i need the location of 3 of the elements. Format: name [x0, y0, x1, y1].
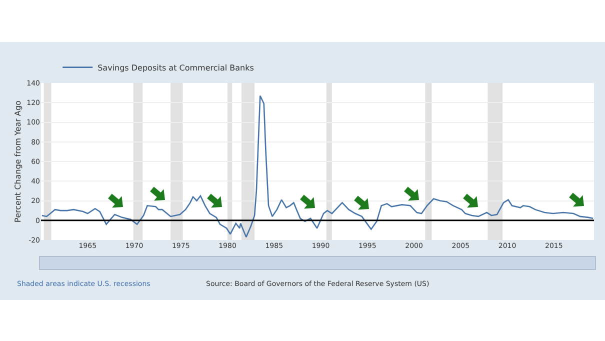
- line-series: [41, 95, 594, 238]
- legend-label: Savings Deposits at Commercial Banks: [98, 63, 254, 72]
- y-axis-title: Percent Change from Year Ago: [13, 100, 22, 222]
